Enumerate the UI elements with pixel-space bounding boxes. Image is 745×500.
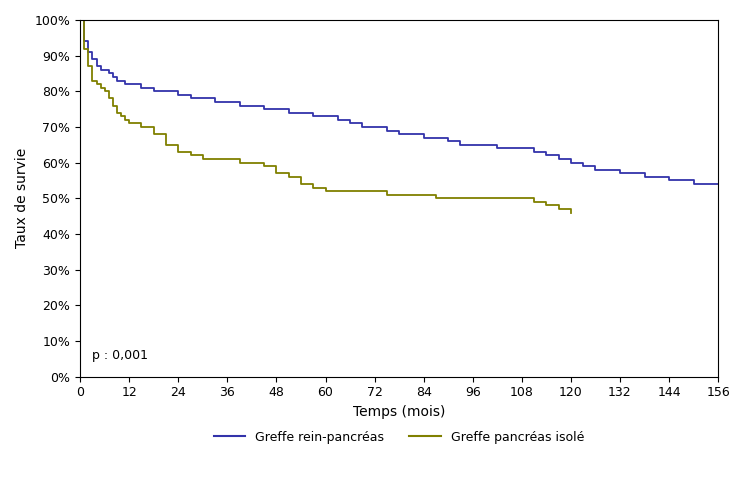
X-axis label: Temps (mois): Temps (mois) bbox=[353, 405, 446, 419]
Y-axis label: Taux de survie: Taux de survie bbox=[15, 148, 29, 248]
Legend: Greffe rein-pancréas, Greffe pancréas isolé: Greffe rein-pancréas, Greffe pancréas is… bbox=[209, 426, 589, 448]
Text: p : 0,001: p : 0,001 bbox=[92, 350, 148, 362]
